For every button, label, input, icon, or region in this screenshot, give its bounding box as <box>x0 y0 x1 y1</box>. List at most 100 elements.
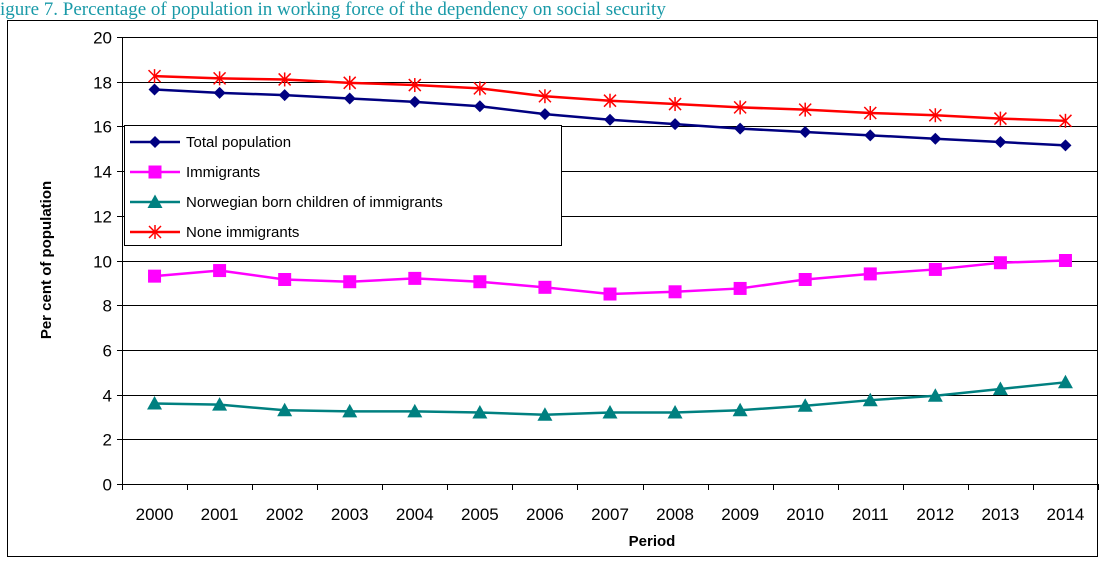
x-tick-label: 2003 <box>331 505 369 524</box>
x-tick-label: 2006 <box>526 505 564 524</box>
data-point <box>604 113 616 126</box>
data-point <box>342 403 358 418</box>
data-point <box>1058 113 1072 128</box>
data-point <box>602 404 618 419</box>
data-point <box>343 92 356 105</box>
data-point <box>407 403 423 418</box>
legend-label: Immigrants <box>186 164 260 181</box>
data-point <box>148 83 161 96</box>
data-point <box>798 102 812 117</box>
data-point <box>148 269 162 283</box>
data-point <box>278 272 292 286</box>
data-point <box>862 392 878 407</box>
x-tick-label: 2013 <box>981 505 1019 524</box>
legend-marker <box>147 194 163 208</box>
figure-caption: igure 7. Percentage of population in wor… <box>0 0 666 20</box>
data-point <box>1057 374 1073 389</box>
data-point <box>928 108 942 123</box>
data-point <box>473 100 486 113</box>
y-tick-label: 12 <box>93 208 112 227</box>
data-point <box>538 108 551 121</box>
data-point <box>733 281 747 295</box>
data-point <box>212 397 228 411</box>
data-point <box>408 271 422 285</box>
data-point <box>993 256 1007 270</box>
x-tick-label: 2000 <box>136 505 174 524</box>
legend-marker <box>149 136 161 148</box>
data-point <box>147 396 163 410</box>
y-tick-label: 4 <box>103 387 112 406</box>
data-point <box>472 404 488 419</box>
data-point <box>733 100 747 115</box>
data-point <box>278 72 292 87</box>
data-point <box>277 402 293 417</box>
series-layer <box>147 69 1073 421</box>
y-axis-label: Per cent of population <box>38 181 55 339</box>
y-tick-label: 10 <box>93 253 112 272</box>
series-4 <box>148 69 1072 128</box>
y-tick-label: 14 <box>93 163 112 182</box>
legend-item: Total population <box>130 134 291 151</box>
y-tick-label: 6 <box>103 342 112 361</box>
x-tick-label: 2014 <box>1047 505 1085 524</box>
x-tick-label: 2008 <box>656 505 694 524</box>
data-point <box>343 75 357 90</box>
data-point <box>148 69 162 84</box>
data-point <box>929 132 942 145</box>
data-point <box>863 105 877 120</box>
data-point <box>799 125 812 138</box>
legend-item: Immigrants <box>130 164 260 181</box>
x-tick-label: 2005 <box>461 505 499 524</box>
data-point <box>408 95 421 108</box>
data-point <box>473 81 487 96</box>
x-tick-labels: 2000 2001 2002 2003 2004 2005 2006 2007 2008 2009… <box>136 505 1085 524</box>
data-point <box>1059 139 1072 152</box>
data-point <box>213 71 227 86</box>
data-point <box>927 388 943 402</box>
y-tick-labels: 0 2 4 6 8 10 12 14 16 18 20 <box>93 29 112 495</box>
data-point <box>668 285 682 299</box>
data-point <box>538 89 552 104</box>
data-point <box>537 407 553 421</box>
x-tick-label: 2010 <box>786 505 824 524</box>
series-3 <box>147 374 1073 421</box>
series-1 <box>148 83 1072 152</box>
x-tick-label: 2007 <box>591 505 629 524</box>
legend-label: Norwegian born children of immigrants <box>186 194 443 211</box>
x-tick-label: 2009 <box>721 505 759 524</box>
data-point <box>213 264 227 278</box>
y-tick-label: 2 <box>103 431 112 450</box>
legend-item: None immigrants <box>130 224 299 241</box>
data-point <box>213 86 226 99</box>
data-point <box>994 136 1007 149</box>
legend-label: Total population <box>186 134 291 151</box>
data-point <box>668 97 682 112</box>
data-point <box>603 93 617 108</box>
legend-item: Norwegian born children of immigrants <box>130 194 443 211</box>
x-tick-label: 2002 <box>266 505 304 524</box>
data-point <box>538 280 552 294</box>
data-point <box>603 287 617 301</box>
data-point <box>992 381 1008 396</box>
y-tick-label: 18 <box>93 74 112 93</box>
legend-label: None immigrants <box>186 224 299 241</box>
data-point <box>798 272 812 286</box>
x-tick-label: 2011 <box>852 505 889 524</box>
data-point <box>863 267 877 281</box>
legend-marker <box>148 165 162 179</box>
data-point <box>864 129 877 142</box>
y-tick-label: 8 <box>103 297 112 316</box>
x-tick-label: 2004 <box>396 505 434 524</box>
data-point <box>343 275 357 289</box>
x-axis-label: Period <box>629 533 676 550</box>
x-tick-label: 2001 <box>201 505 239 524</box>
y-tick-label: 0 <box>103 476 112 495</box>
data-point <box>928 262 942 276</box>
data-point <box>734 122 747 135</box>
legend-marker <box>148 225 162 239</box>
data-point <box>473 275 487 289</box>
axes <box>117 37 1099 490</box>
x-tick-label: 2012 <box>916 505 954 524</box>
